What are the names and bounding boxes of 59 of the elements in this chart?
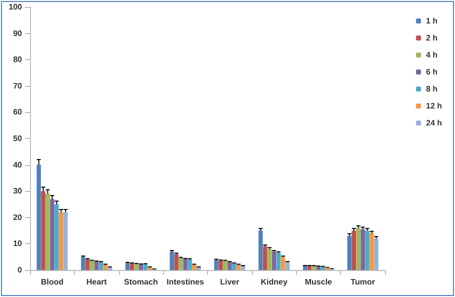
x-tick-label: Liver: [220, 278, 240, 286]
x-tick-label: Intestines: [166, 278, 205, 286]
y-tick-label: 50: [13, 134, 23, 143]
x-tick-label: Muscle: [304, 278, 333, 286]
bar: [86, 259, 90, 270]
legend-label: 6 h: [426, 68, 438, 76]
bar: [370, 233, 374, 270]
x-tick-label: Heart: [86, 278, 108, 286]
bar: [90, 260, 94, 270]
bar: [218, 260, 223, 270]
bar: [41, 191, 46, 270]
bar: [174, 254, 179, 270]
bar: [223, 260, 228, 270]
bar: [58, 212, 64, 270]
bar: [365, 230, 370, 270]
legend-label: 1 h: [426, 16, 438, 26]
bar: [356, 228, 360, 270]
bar: [360, 229, 365, 270]
y-tick-label: 60: [13, 108, 23, 117]
y-tick-label: 40: [13, 160, 23, 170]
bar: [63, 212, 68, 270]
y-tick-label: 30: [13, 186, 23, 196]
bar: [54, 204, 59, 270]
y-tick-label: 20: [13, 212, 23, 222]
y-tick-label: 100: [8, 2, 23, 12]
x-tick-label: Kidney: [260, 278, 288, 286]
y-tick-label: 70: [13, 81, 23, 90]
legend-label: 4 h: [426, 50, 438, 60]
bar: [276, 252, 281, 270]
legend-label: 12 h: [426, 102, 442, 110]
bar: [50, 198, 54, 270]
bar: [178, 258, 183, 270]
bar: [36, 164, 41, 270]
legend-label: 24 h: [426, 118, 442, 128]
bar: [214, 260, 218, 270]
y-tick-label: 10: [13, 239, 23, 248]
bar: [285, 262, 290, 270]
legend-label: 2 h: [426, 34, 438, 42]
y-tick-label: 90: [13, 28, 23, 38]
y-tick-label: 80: [13, 55, 23, 64]
bar: [188, 259, 192, 270]
x-tick-label: Blood: [40, 278, 64, 286]
bar: [81, 256, 86, 270]
x-tick-label: Stomach: [124, 278, 158, 286]
bar: [352, 230, 356, 270]
legend-label: 8 h: [426, 84, 438, 94]
bar: [267, 248, 272, 270]
x-tick-label: Tumor: [350, 278, 375, 286]
bar: [170, 252, 174, 270]
bar: [183, 258, 188, 270]
bar: [94, 262, 99, 270]
y-tick-label: 0: [18, 266, 23, 274]
bar: [347, 236, 352, 270]
bar: [374, 238, 378, 270]
bar: [263, 246, 268, 270]
bar: [46, 194, 50, 270]
bar: [280, 256, 286, 270]
bar: [272, 252, 276, 270]
bar: [258, 230, 263, 270]
